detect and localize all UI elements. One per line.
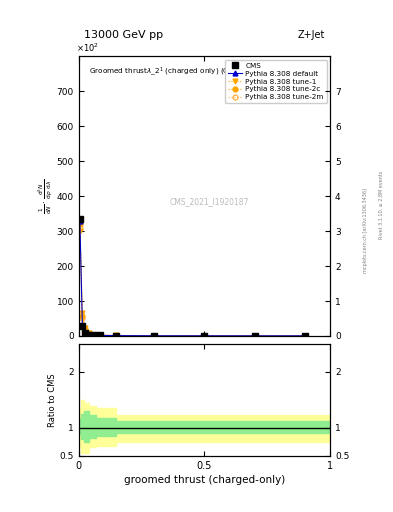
Line: Pythia 8.308 default: Pythia 8.308 default	[77, 218, 307, 338]
Pythia 8.308 tune-2c	[86, 330, 91, 336]
CMS	[80, 323, 85, 329]
Pythia 8.308 tune-1	[303, 333, 307, 339]
Pythia 8.308 default	[114, 333, 119, 339]
Pythia 8.308 default	[202, 333, 207, 339]
CMS	[252, 333, 257, 339]
Pythia 8.308 tune-2c	[114, 332, 119, 338]
Pythia 8.308 tune-1	[152, 333, 156, 339]
Line: Pythia 8.308 tune-1: Pythia 8.308 tune-1	[77, 229, 307, 338]
CMS	[303, 333, 307, 339]
Pythia 8.308 tune-2m	[91, 332, 96, 338]
CMS	[77, 216, 82, 222]
Pythia 8.308 default	[83, 330, 87, 336]
CMS	[202, 333, 207, 339]
Pythia 8.308 tune-1	[202, 333, 207, 339]
Pythia 8.308 default	[80, 323, 85, 329]
Text: Rivet 3.1.10, ≥ 2.8M events: Rivet 3.1.10, ≥ 2.8M events	[379, 170, 384, 239]
Pythia 8.308 tune-2m	[86, 331, 91, 337]
Pythia 8.308 tune-1	[80, 310, 85, 316]
Pythia 8.308 tune-2c	[83, 326, 87, 332]
Pythia 8.308 tune-2m	[77, 225, 82, 231]
Pythia 8.308 default	[91, 332, 96, 338]
Y-axis label: Ratio to CMS: Ratio to CMS	[48, 373, 57, 426]
Pythia 8.308 tune-2m	[80, 315, 85, 321]
Text: CMS_2021_I1920187: CMS_2021_I1920187	[170, 197, 249, 206]
Text: $\times10^{2}$: $\times10^{2}$	[76, 41, 99, 54]
Legend: CMS, Pythia 8.308 default, Pythia 8.308 tune-1, Pythia 8.308 tune-2c, Pythia 8.3: CMS, Pythia 8.308 default, Pythia 8.308 …	[225, 60, 327, 103]
CMS	[152, 333, 156, 339]
CMS	[86, 331, 91, 337]
Pythia 8.308 tune-1	[114, 332, 119, 338]
Pythia 8.308 tune-1	[86, 330, 91, 336]
Pythia 8.308 tune-2m	[97, 332, 102, 338]
Text: mcplots.cern.ch [arXiv:1306.3436]: mcplots.cern.ch [arXiv:1306.3436]	[363, 188, 368, 273]
Pythia 8.308 tune-2m	[303, 333, 307, 339]
CMS	[114, 333, 119, 339]
Text: Z+Jet: Z+Jet	[298, 30, 325, 39]
Pythia 8.308 default	[97, 332, 102, 338]
Pythia 8.308 tune-2m	[83, 327, 87, 333]
CMS	[97, 332, 102, 338]
Pythia 8.308 tune-2c	[77, 221, 82, 227]
CMS	[91, 332, 96, 338]
Pythia 8.308 tune-2c	[303, 333, 307, 339]
Pythia 8.308 tune-2m	[152, 333, 156, 339]
Pythia 8.308 tune-1	[97, 332, 102, 338]
Pythia 8.308 tune-2c	[91, 332, 96, 338]
Pythia 8.308 tune-2c	[80, 313, 85, 319]
Pythia 8.308 tune-1	[91, 331, 96, 337]
X-axis label: groomed thrust (charged-only): groomed thrust (charged-only)	[124, 475, 285, 485]
Pythia 8.308 default	[152, 333, 156, 339]
Y-axis label: $\frac{1}{\mathrm{d}N} \cdot \frac{\mathrm{d}^2N}{\mathrm{d}\,p\;\mathrm{d}\,\la: $\frac{1}{\mathrm{d}N} \cdot \frac{\math…	[36, 179, 54, 214]
Text: Groomed thrust$\lambda\_2^1$ (charged only) (CMS jet substructure): Groomed thrust$\lambda\_2^1$ (charged on…	[89, 65, 303, 77]
Pythia 8.308 tune-2m	[252, 333, 257, 339]
Pythia 8.308 tune-2c	[202, 333, 207, 339]
Pythia 8.308 tune-2c	[152, 333, 156, 339]
Line: Pythia 8.308 tune-2c: Pythia 8.308 tune-2c	[77, 222, 307, 338]
Pythia 8.308 tune-1	[83, 325, 87, 331]
Pythia 8.308 tune-2m	[202, 333, 207, 339]
Line: Pythia 8.308 tune-2m: Pythia 8.308 tune-2m	[77, 225, 307, 338]
Pythia 8.308 default	[303, 333, 307, 339]
Text: 13000 GeV pp: 13000 GeV pp	[84, 30, 163, 39]
Line: CMS: CMS	[77, 216, 308, 338]
Pythia 8.308 tune-2m	[114, 333, 119, 339]
Pythia 8.308 tune-1	[252, 333, 257, 339]
Pythia 8.308 tune-2c	[97, 332, 102, 338]
Pythia 8.308 default	[77, 218, 82, 224]
CMS	[83, 330, 87, 336]
Pythia 8.308 default	[252, 333, 257, 339]
Pythia 8.308 default	[86, 331, 91, 337]
Pythia 8.308 tune-1	[77, 228, 82, 234]
Pythia 8.308 tune-2c	[252, 333, 257, 339]
